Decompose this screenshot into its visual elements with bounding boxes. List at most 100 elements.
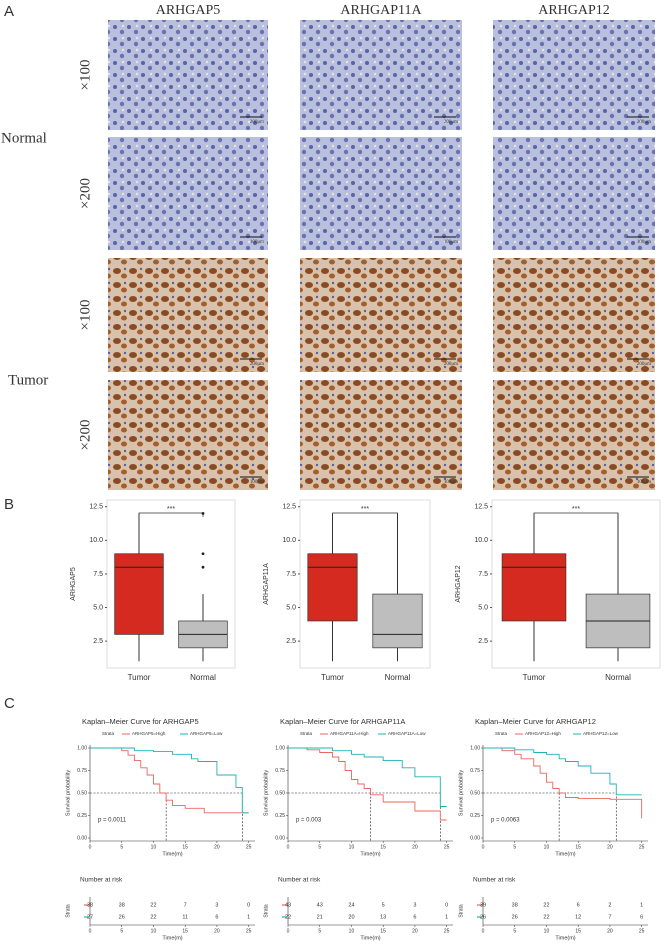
risk-count: 1 [640, 902, 643, 908]
x-tick-label: Normal [605, 673, 631, 682]
scale-bar-label: 100μm [250, 480, 264, 485]
x-tick-label: 25 [639, 928, 645, 934]
scale-bar-label: 200μm [637, 120, 651, 125]
y-tick-label: 2.5 [93, 638, 103, 645]
legend-title: Strata [102, 731, 115, 736]
risk-count: 0 [445, 902, 448, 908]
y-tick-label: 7.5 [286, 571, 296, 578]
risk-table-title: Number at risk [473, 877, 516, 884]
legend-title: Strata [495, 731, 508, 736]
y-tick-label: 0.75 [77, 768, 87, 774]
column-header: ARHGAP12 [538, 3, 610, 18]
column-header: ARHGAP5 [156, 3, 221, 18]
micrograph [493, 258, 655, 372]
scale-bar-label: 100μm [637, 480, 651, 485]
x-tick-label: 15 [182, 928, 188, 934]
x-tick-label: 10 [349, 844, 355, 850]
significance-bracket [533, 512, 619, 517]
risk-count: 6 [215, 914, 218, 920]
x-tick-label: 5 [513, 928, 516, 934]
risk-count: 0 [247, 902, 250, 908]
y-axis-title: ARHGAP12 [455, 565, 462, 602]
y-tick-label: 7.5 [478, 571, 488, 578]
magnification-label: ×200 [77, 420, 93, 451]
risk-count: 21 [317, 914, 323, 920]
y-tick-label: 0.25 [77, 813, 87, 819]
risk-table-ylabel: Strata [263, 904, 269, 918]
significance-label: *** [361, 506, 369, 513]
plot-frame [491, 499, 661, 669]
magnification-label: ×200 [77, 178, 93, 209]
x-tick-label: 15 [380, 928, 386, 934]
risk-count: 38 [87, 902, 93, 908]
y-tick-label: 5.0 [286, 604, 296, 611]
y-tick-label: 10.0 [474, 537, 488, 544]
legend-label: ARHGAP5=High [132, 731, 166, 736]
x-tick-label: 5 [318, 844, 321, 850]
x-tick-label: 10 [544, 844, 550, 850]
risk-table-ylabel: Strata [458, 904, 464, 918]
x-tick-label: 15 [575, 928, 581, 934]
x-tick-label: 15 [380, 844, 386, 850]
scale-bar-label: 200μm [250, 120, 264, 125]
significance-label: *** [572, 506, 580, 513]
y-tick-label: 1.00 [470, 745, 480, 751]
y-tick-label: 5.0 [478, 604, 488, 611]
y-tick-label: 0.00 [470, 835, 480, 841]
micrograph [108, 258, 268, 372]
risk-count: 22 [150, 914, 156, 920]
risk-count: 22 [543, 914, 549, 920]
y-axis-title: ARHGAP11A [263, 563, 270, 605]
p-value: p = 0.0063 [491, 818, 520, 824]
x-tick-label: 10 [151, 928, 157, 934]
x-tick-label: 10 [349, 928, 355, 934]
micrograph [493, 137, 655, 250]
y-tick-label: 7.5 [93, 571, 103, 578]
x-tick-label: 15 [182, 844, 188, 850]
y-axis-title: Survival probability [263, 770, 269, 816]
micrograph [493, 380, 655, 490]
risk-count: 2 [608, 902, 611, 908]
legend-label: ARHGAP11A=High [330, 731, 369, 736]
y-tick-label: 5.0 [93, 604, 103, 611]
y-tick-label: 2.5 [478, 638, 488, 645]
micrograph [493, 20, 655, 130]
panel-label: C [4, 695, 15, 712]
x-axis-title: Time(m) [555, 851, 575, 857]
risk-count: 1 [247, 914, 250, 920]
y-tick-label: 0.50 [275, 790, 285, 796]
risk-count: 6 [640, 914, 643, 920]
plot-frame [299, 499, 431, 669]
chart-title: Kaplan–Meier Curve for ARHGAP5 [82, 717, 199, 726]
risk-count: 38 [119, 902, 125, 908]
risk-count: 26 [119, 914, 125, 920]
x-axis-title: Time(m) [360, 935, 380, 941]
risk-count: 3 [215, 902, 218, 908]
significance-bracket [138, 512, 204, 517]
scale-bar-label: 200μm [637, 362, 651, 367]
y-tick-label: 12.5 [89, 504, 103, 511]
micrograph [108, 137, 268, 250]
x-tick-label: 25 [246, 928, 252, 934]
survival-curve [483, 747, 642, 796]
x-tick-label: 20 [214, 928, 220, 934]
micrograph [300, 380, 462, 490]
survival-curve [90, 747, 249, 814]
micrograph [108, 380, 268, 490]
y-tick-label: 0.75 [470, 768, 480, 774]
micrograph [108, 20, 268, 130]
risk-count: 24 [348, 902, 354, 908]
risk-count: 1 [445, 914, 448, 920]
x-tick-label: 5 [120, 844, 123, 850]
x-tick-label: 20 [412, 928, 418, 934]
risk-table-title: Number at risk [80, 877, 123, 884]
risk-count: 26 [480, 914, 486, 920]
plot-frame [106, 499, 236, 669]
micrograph [300, 20, 462, 130]
chart-title: Kaplan–Meier Curve for ARHGAP11A [280, 717, 405, 726]
legend-label: ARHGAP5=Low [190, 731, 223, 736]
x-tick-label: 0 [89, 844, 92, 850]
scale-bar-label: 100μm [444, 240, 458, 245]
y-tick-label: 1.00 [77, 745, 87, 751]
risk-count: 6 [577, 902, 580, 908]
